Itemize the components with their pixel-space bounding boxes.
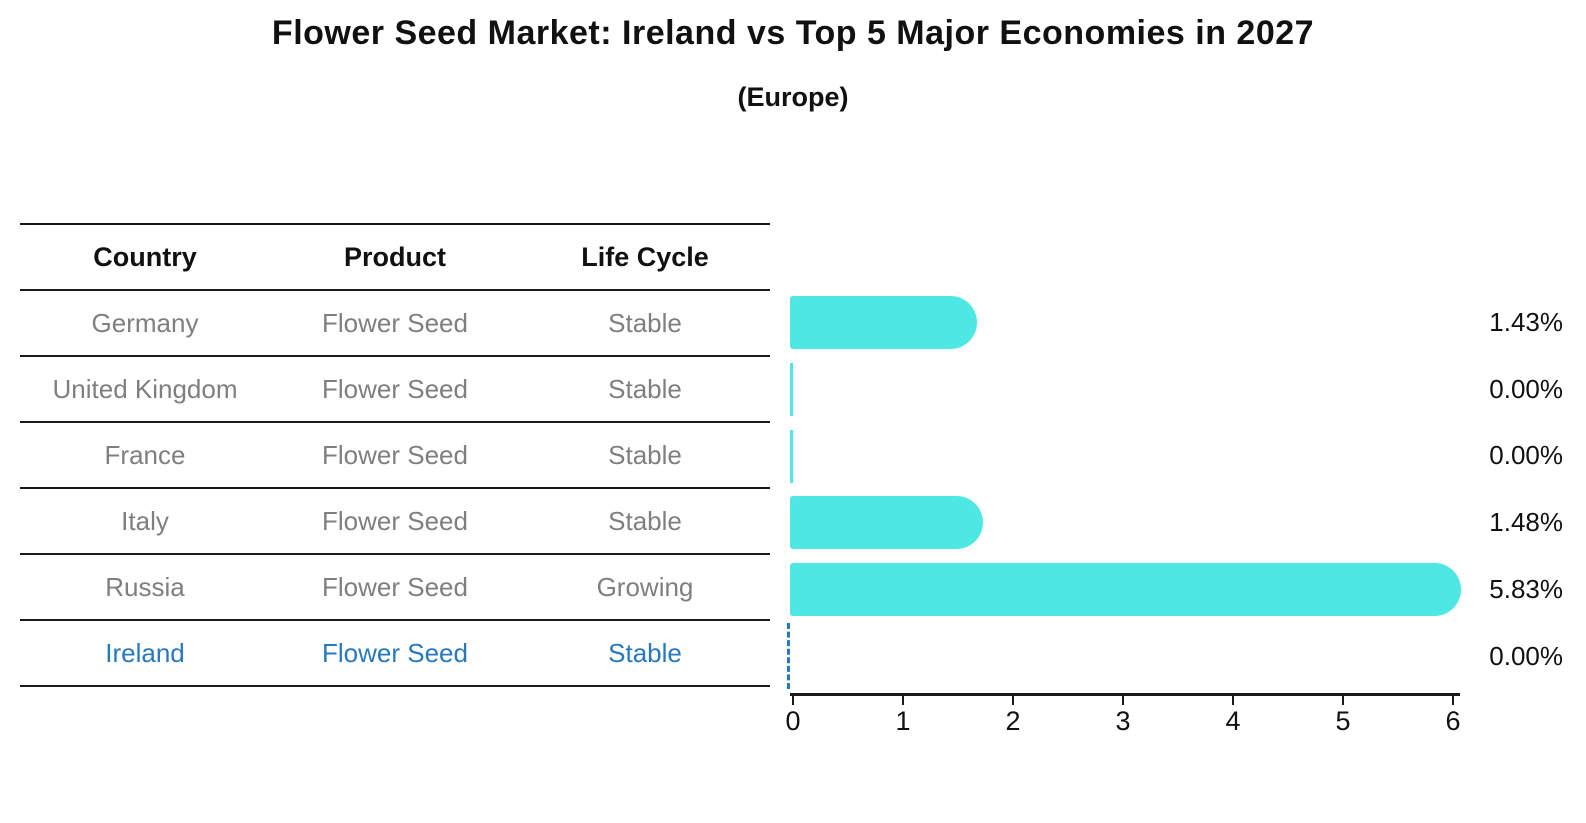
cell-product: Flower Seed <box>322 505 468 536</box>
x-axis-tick-labels: 0 1 2 3 4 5 6 <box>785 706 1460 740</box>
bar-row-united-kingdom <box>790 356 1450 423</box>
bar-row-italy <box>790 489 1450 556</box>
cell-country: France <box>104 439 186 470</box>
x-axis-tick-marks <box>792 696 1454 705</box>
table-row: Italy Flower Seed Stable <box>20 489 770 555</box>
column-header-product: Product <box>343 241 446 272</box>
chart-title: Flower Seed Market: Ireland vs Top 5 Maj… <box>271 14 1315 52</box>
cell-life-cycle: Stable <box>608 373 682 404</box>
x-tick-label: 2 <box>1005 706 1021 736</box>
value-label-column: 1.43% 0.00% 0.00% 1.48% 5.83% 0.00% <box>1460 289 1563 690</box>
column-header-life-cycle: Life Cycle <box>581 241 709 272</box>
x-tick-mark <box>1341 696 1344 705</box>
table-row: Russia Flower Seed Growing <box>20 555 770 621</box>
x-tick-label: 6 <box>1445 706 1461 736</box>
cell-life-cycle: Stable <box>608 439 682 470</box>
cell-country: Germany <box>91 307 199 338</box>
cell-country: Italy <box>121 505 169 536</box>
x-tick-label: 1 <box>895 706 911 736</box>
cell-product: Flower Seed <box>322 571 468 602</box>
bar <box>790 296 978 349</box>
table-row: France Flower Seed Stable <box>20 423 770 489</box>
bar-row-france <box>790 423 1450 490</box>
cell-country: United Kingdom <box>52 373 238 404</box>
x-tick-label: 5 <box>1335 706 1351 736</box>
cell-product: Flower Seed <box>322 307 468 338</box>
cell-life-cycle: Stable <box>608 637 682 668</box>
value-label: 0.00% <box>1489 640 1563 671</box>
cell-life-cycle: Stable <box>608 307 682 338</box>
value-label: 1.48% <box>1489 507 1563 538</box>
table-row: Germany Flower Seed Stable <box>20 291 770 357</box>
cell-product: Flower Seed <box>322 637 468 668</box>
chart-subtitle: (Europe) <box>737 82 849 112</box>
value-label: 0.00% <box>1489 373 1563 404</box>
cell-product: Flower Seed <box>322 373 468 404</box>
x-tick-mark <box>1011 696 1014 705</box>
bar-row-germany <box>790 289 1450 356</box>
bar-row-ireland <box>787 622 1450 690</box>
country-table: Country Product Life Cycle Germany Flowe… <box>20 223 770 687</box>
value-label: 1.43% <box>1489 306 1563 337</box>
bar-row-russia <box>790 556 1462 623</box>
cell-product: Flower Seed <box>322 439 468 470</box>
cell-life-cycle: Growing <box>596 571 694 602</box>
x-tick-mark <box>1452 696 1454 705</box>
value-label: 0.00% <box>1489 440 1563 471</box>
x-tick-label: 3 <box>1115 706 1131 736</box>
x-tick-mark <box>1122 696 1124 705</box>
table-row: United Kingdom Flower Seed Stable <box>20 357 770 423</box>
x-tick-mark <box>902 696 904 705</box>
cell-country: Ireland <box>105 637 185 668</box>
x-tick-mark <box>792 696 794 705</box>
x-tick-label: 0 <box>785 706 801 736</box>
bar <box>790 496 983 550</box>
value-label: 5.83% <box>1489 574 1563 605</box>
x-tick-label: 4 <box>1225 706 1241 736</box>
column-header-country: Country <box>93 241 197 272</box>
bar-chart-plot-area <box>787 289 1462 690</box>
ireland-zero-dashed-line <box>787 622 790 689</box>
x-tick-mark <box>1232 696 1234 705</box>
bar <box>790 429 793 483</box>
bar <box>790 362 793 416</box>
table-header-row: Country Product Life Cycle <box>20 225 770 291</box>
cell-country: Russia <box>105 571 185 602</box>
x-axis-line <box>790 693 1460 696</box>
table-row-ireland-highlighted: Ireland Flower Seed Stable <box>20 621 770 687</box>
bar <box>790 563 1462 617</box>
cell-life-cycle: Stable <box>608 505 682 536</box>
